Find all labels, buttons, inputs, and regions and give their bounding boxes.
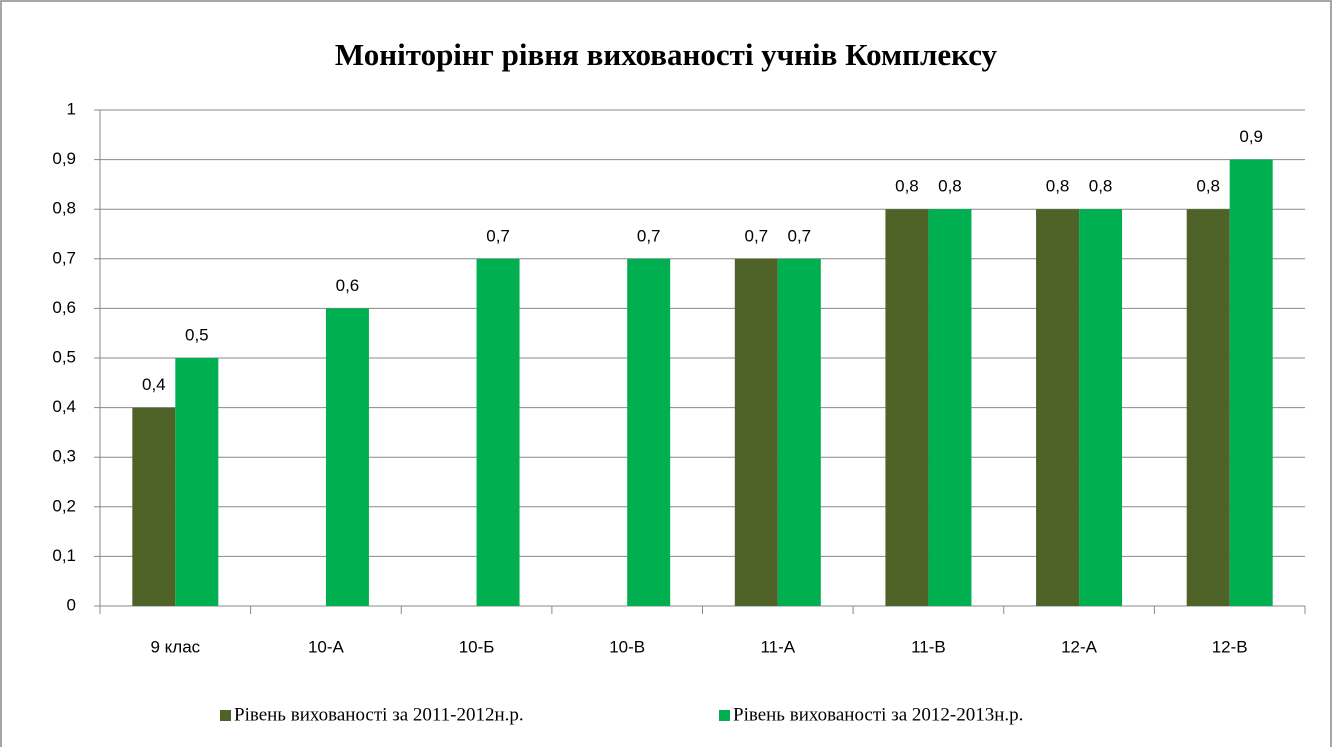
chart-title: Моніторінг рівня вихованості учнів Компл… [335, 37, 998, 72]
bar [627, 258, 671, 606]
bar [1079, 209, 1123, 606]
y-tick-label: 0,8 [52, 199, 76, 218]
bar [885, 209, 929, 606]
x-tick-label: 12-В [1212, 637, 1248, 656]
y-tick-label: 0,4 [52, 397, 76, 416]
y-tick-label: 0,2 [52, 496, 76, 515]
y-tick-label: 0 [67, 595, 76, 614]
y-tick-label: 0,3 [52, 447, 76, 466]
bar [132, 407, 176, 606]
y-tick-label: 0,1 [52, 546, 76, 565]
legend-swatch [220, 710, 231, 721]
y-tick-label: 1 [67, 99, 76, 118]
bar [928, 209, 972, 606]
y-tick-label: 0,6 [52, 298, 76, 317]
y-tick-label: 0,5 [52, 347, 76, 366]
bar [175, 358, 219, 606]
x-tick-label: 11-А [760, 637, 795, 656]
x-tick-label: 11-В [911, 637, 946, 656]
data-label: 0,7 [637, 226, 661, 245]
bar [1186, 209, 1230, 606]
data-label: 0,8 [1196, 177, 1220, 196]
x-tick-label: 10-Б [459, 637, 495, 656]
data-label: 0,7 [486, 226, 510, 245]
data-label: 0,4 [142, 375, 166, 394]
data-label: 0,8 [1046, 177, 1070, 196]
y-tick-label: 0,9 [52, 149, 76, 168]
data-label: 0,9 [1239, 127, 1263, 146]
bar [734, 258, 778, 606]
legend-label: Рівень вихованості за 2011-2012н.р. [234, 704, 524, 725]
legend-label: Рівень вихованості за 2012-2013н.р. [733, 704, 1023, 725]
bar [1229, 159, 1273, 606]
bar [476, 258, 520, 606]
data-label: 0,5 [185, 325, 209, 344]
legend-swatch [719, 710, 730, 721]
x-tick-label: 9 клас [150, 637, 200, 656]
x-tick-label: 10-А [308, 637, 345, 656]
data-label: 0,8 [938, 177, 962, 196]
x-tick-label: 10-В [609, 637, 645, 656]
data-label: 0,6 [336, 276, 360, 295]
bar [1036, 209, 1080, 606]
data-label: 0,8 [895, 177, 919, 196]
x-tick-label: 12-А [1061, 637, 1098, 656]
bar [777, 258, 821, 606]
data-label: 0,8 [1089, 177, 1113, 196]
data-label: 0,7 [744, 226, 768, 245]
y-tick-label: 0,7 [52, 248, 76, 267]
data-label: 0,7 [787, 226, 811, 245]
bar [325, 308, 369, 606]
